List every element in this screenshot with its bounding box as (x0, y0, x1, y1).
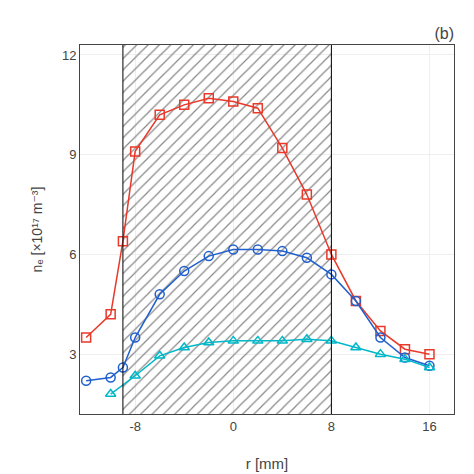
svg-text:6: 6 (69, 247, 76, 262)
svg-text:r [mm]: r [mm] (246, 455, 289, 472)
svg-text:16: 16 (422, 419, 436, 434)
svg-text:nₑ [×10¹⁷ m⁻³]: nₑ [×10¹⁷ m⁻³] (29, 187, 45, 273)
svg-text:9: 9 (69, 147, 76, 162)
svg-text:0: 0 (230, 419, 237, 434)
svg-text:12: 12 (62, 48, 76, 63)
svg-text:3: 3 (69, 347, 76, 362)
svg-text:-8: -8 (129, 419, 141, 434)
svg-text:(b): (b) (434, 25, 454, 42)
svg-text:8: 8 (328, 419, 335, 434)
